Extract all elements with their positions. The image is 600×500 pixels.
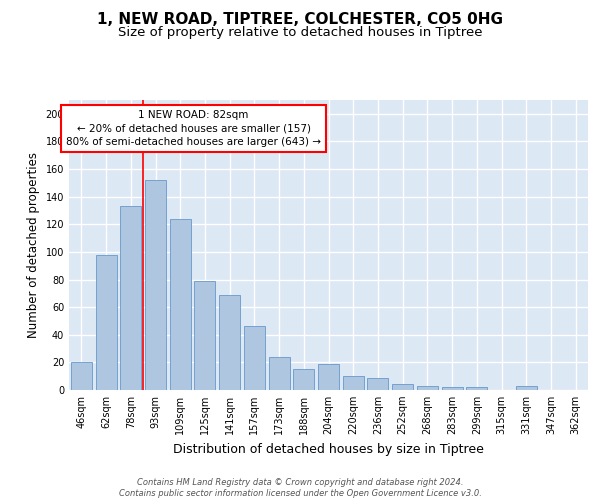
Bar (442, 387, 463, 390)
Text: 1, NEW ROAD, TIPTREE, COLCHESTER, CO5 0HG: 1, NEW ROAD, TIPTREE, COLCHESTER, CO5 0H… (97, 12, 503, 28)
Bar (120, 206, 141, 390)
Bar (269, 357, 290, 390)
Bar (466, 387, 487, 390)
Text: Contains HM Land Registry data © Crown copyright and database right 2024.
Contai: Contains HM Land Registry data © Crown c… (119, 478, 481, 498)
Bar (219, 294, 240, 390)
Bar (343, 376, 364, 390)
Bar (244, 326, 265, 390)
Bar (392, 384, 413, 390)
Bar (367, 378, 388, 390)
Bar (417, 386, 438, 390)
Bar (170, 219, 191, 390)
Bar (71, 362, 92, 390)
X-axis label: Distribution of detached houses by size in Tiptree: Distribution of detached houses by size … (173, 442, 484, 456)
Bar (293, 370, 314, 390)
Text: 1 NEW ROAD: 82sqm
← 20% of detached houses are smaller (157)
80% of semi-detache: 1 NEW ROAD: 82sqm ← 20% of detached hous… (66, 110, 321, 146)
Y-axis label: Number of detached properties: Number of detached properties (27, 152, 40, 338)
Bar (516, 386, 537, 390)
Bar (145, 180, 166, 390)
Bar (194, 281, 215, 390)
Bar (95, 254, 116, 390)
Text: Size of property relative to detached houses in Tiptree: Size of property relative to detached ho… (118, 26, 482, 39)
Bar (318, 364, 339, 390)
